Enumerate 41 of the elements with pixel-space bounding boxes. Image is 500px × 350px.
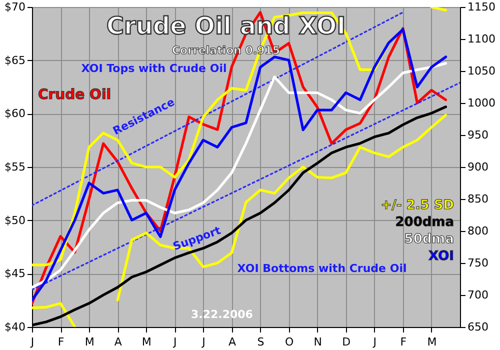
text: Crude Oil <box>38 87 112 103</box>
x-tick-label: A <box>114 336 122 348</box>
y2-tick-label: 1150 <box>468 0 496 14</box>
y2-tick-label: 750 <box>468 256 488 270</box>
x-tick-label: F <box>400 336 407 348</box>
text: 200dma <box>395 215 454 230</box>
y-tick-label: $40 <box>4 320 26 334</box>
y2-tick-label: 1100 <box>468 32 496 46</box>
y2-tick-label: 650 <box>468 320 488 334</box>
y-tick-label: $65 <box>4 54 26 67</box>
x-tick-label: O <box>284 336 294 348</box>
x-tick-label: J <box>372 336 377 348</box>
y-tick-label: $45 <box>4 267 26 280</box>
y2-tick-label: 1000 <box>468 96 496 110</box>
y2-tick-label: 950 <box>468 128 488 142</box>
x-tick-label: J <box>172 336 177 348</box>
y2-tick-label: 900 <box>468 160 488 174</box>
y-tick-label: $55 <box>4 160 26 174</box>
text: XOI <box>428 249 454 264</box>
x-tick-label: J <box>30 336 34 348</box>
y2-tick-label: 800 <box>468 224 488 238</box>
annotation: XOI Bottoms with Crude Oil <box>237 262 407 275</box>
x-tick-label: N <box>314 336 322 348</box>
y-tick-label: $70 <box>4 0 26 14</box>
y2-tick-label: 850 <box>468 192 488 206</box>
annotation: 3.22.2006 <box>191 308 254 321</box>
x-tick-label: M <box>142 336 152 348</box>
y-tick-label: $50 <box>4 214 26 227</box>
y2-tick-label: 700 <box>468 288 488 302</box>
y2-tick-label: 1050 <box>468 64 496 78</box>
y-tick-label: $60 <box>4 107 26 120</box>
x-tick-label: M <box>84 336 94 348</box>
x-tick-label: J <box>201 336 206 348</box>
text: 50dma <box>404 232 454 247</box>
x-tick-label: M <box>427 336 437 348</box>
annotation: XOI Tops with Crude Oil <box>81 62 227 75</box>
x-tick-label: F <box>58 336 64 348</box>
x-tick-label: S <box>257 336 264 348</box>
x-tick-label: A <box>228 336 236 348</box>
text: +/- 2.5 SD <box>380 198 454 213</box>
x-tick-label: D <box>342 336 351 348</box>
